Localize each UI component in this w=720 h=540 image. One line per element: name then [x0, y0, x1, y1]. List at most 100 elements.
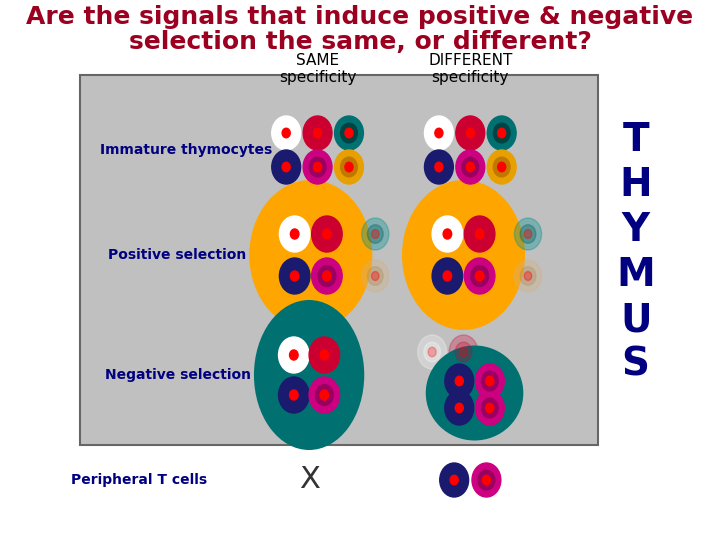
Circle shape [289, 390, 298, 400]
Circle shape [462, 157, 479, 177]
Circle shape [451, 398, 467, 418]
Circle shape [318, 224, 336, 245]
Circle shape [487, 116, 516, 150]
Circle shape [451, 371, 467, 391]
Circle shape [445, 391, 474, 425]
Circle shape [278, 157, 294, 177]
Circle shape [475, 364, 504, 398]
Text: X: X [299, 465, 320, 495]
Circle shape [341, 123, 357, 143]
Circle shape [312, 216, 342, 252]
Circle shape [309, 377, 340, 413]
Circle shape [431, 123, 447, 143]
Circle shape [449, 335, 478, 369]
Circle shape [524, 230, 532, 239]
Circle shape [312, 258, 342, 294]
Circle shape [486, 376, 494, 386]
Circle shape [450, 475, 458, 485]
Circle shape [432, 216, 463, 252]
Circle shape [320, 390, 328, 400]
Circle shape [345, 128, 353, 138]
Circle shape [435, 128, 443, 138]
Text: U: U [620, 301, 652, 339]
Circle shape [456, 116, 485, 150]
Circle shape [443, 229, 451, 239]
Circle shape [498, 128, 505, 138]
Text: Y: Y [622, 211, 649, 249]
Circle shape [425, 150, 454, 184]
Text: Are the signals that induce positive & negative: Are the signals that induce positive & n… [27, 5, 693, 29]
Circle shape [303, 150, 332, 184]
Circle shape [315, 345, 333, 366]
Circle shape [475, 229, 484, 239]
Circle shape [271, 116, 301, 150]
Circle shape [467, 128, 474, 138]
Circle shape [524, 272, 532, 280]
Circle shape [464, 258, 495, 294]
Circle shape [345, 162, 353, 172]
Circle shape [464, 216, 495, 252]
Text: Negative selection: Negative selection [104, 368, 251, 382]
Circle shape [285, 384, 302, 406]
Circle shape [313, 162, 322, 172]
Circle shape [335, 116, 364, 150]
Circle shape [514, 218, 541, 250]
Circle shape [323, 271, 331, 281]
Circle shape [455, 376, 463, 386]
Text: M: M [616, 256, 655, 294]
Circle shape [271, 150, 301, 184]
Text: Immature thymocytes: Immature thymocytes [100, 143, 272, 157]
Circle shape [361, 260, 389, 292]
Circle shape [514, 260, 541, 292]
Circle shape [323, 229, 331, 239]
Circle shape [278, 123, 294, 143]
Ellipse shape [254, 300, 364, 450]
Circle shape [285, 345, 302, 366]
Circle shape [520, 267, 536, 285]
Circle shape [303, 116, 332, 150]
Text: T: T [622, 121, 649, 159]
Circle shape [418, 335, 446, 369]
Text: S: S [622, 346, 649, 384]
Circle shape [290, 229, 299, 239]
Circle shape [455, 403, 463, 413]
Circle shape [372, 230, 379, 239]
Circle shape [445, 364, 474, 398]
Circle shape [320, 350, 328, 360]
Circle shape [440, 463, 469, 497]
Circle shape [438, 224, 456, 245]
Text: Peripheral T cells: Peripheral T cells [71, 473, 207, 487]
Circle shape [428, 347, 436, 357]
Text: Positive selection: Positive selection [109, 248, 247, 262]
Circle shape [367, 225, 383, 244]
Circle shape [286, 266, 304, 286]
Ellipse shape [426, 346, 523, 441]
Circle shape [475, 391, 504, 425]
Text: DIFFERENT
specificity: DIFFERENT specificity [428, 53, 513, 85]
Circle shape [290, 271, 299, 281]
Circle shape [425, 116, 454, 150]
Text: H: H [619, 166, 652, 204]
Circle shape [456, 150, 485, 184]
Circle shape [315, 384, 333, 406]
Circle shape [309, 337, 340, 373]
Circle shape [520, 225, 536, 244]
Circle shape [472, 463, 501, 497]
Text: SAME
specificity: SAME specificity [279, 53, 356, 85]
Circle shape [309, 157, 326, 177]
Circle shape [482, 475, 490, 485]
Circle shape [462, 123, 479, 143]
Circle shape [318, 266, 336, 286]
Circle shape [482, 398, 498, 418]
Circle shape [279, 216, 310, 252]
Circle shape [443, 271, 451, 281]
Text: selection the same, or different?: selection the same, or different? [129, 30, 591, 54]
Circle shape [282, 162, 290, 172]
Circle shape [475, 271, 484, 281]
Circle shape [493, 157, 510, 177]
Circle shape [286, 224, 304, 245]
Circle shape [435, 162, 443, 172]
Circle shape [498, 162, 505, 172]
Bar [80, 75, 598, 445]
Circle shape [431, 157, 447, 177]
